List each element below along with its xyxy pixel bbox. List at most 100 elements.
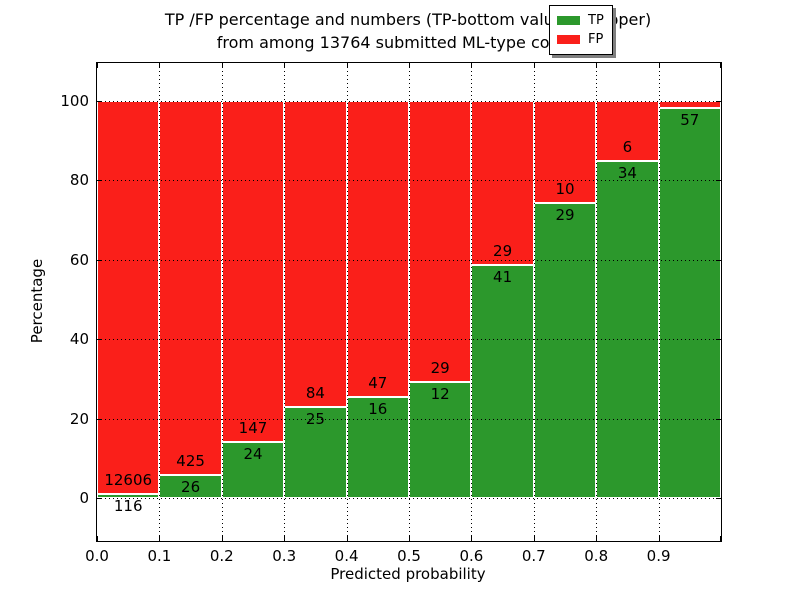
bar-segment-tp [97, 494, 160, 498]
y-tick-label: 0 [79, 489, 89, 507]
gridline-horizontal [97, 101, 721, 102]
x-tick-label: 0.8 [584, 547, 609, 565]
x-tick-mark [596, 536, 598, 541]
bar-segment-tp [221, 442, 285, 498]
bar-label-tp: 116 [113, 497, 143, 516]
x-tick-label: 0.9 [646, 547, 671, 565]
x-tick-mark [159, 63, 161, 68]
x-tick-mark [346, 63, 348, 68]
bar-label-fp: 6 [622, 137, 633, 156]
x-tick-mark [720, 536, 721, 541]
legend-swatch-tp [557, 16, 580, 25]
y-tick-label: 80 [69, 171, 89, 190]
bar-segment-fp [221, 101, 285, 443]
bar-segment-tp [596, 160, 659, 498]
bar-segment-fp [471, 101, 534, 266]
x-tick-mark [221, 536, 223, 541]
y-tick-mark [716, 498, 721, 499]
x-tick-label: 0.7 [521, 547, 546, 565]
x-tick-mark [346, 536, 348, 541]
gridline-horizontal [97, 418, 721, 420]
x-tick-mark [97, 63, 98, 68]
bar-label-tp: 26 [181, 478, 201, 497]
gridline-horizontal [97, 498, 721, 499]
legend: TP FP [549, 5, 613, 55]
x-tick-label: 0.5 [397, 547, 421, 565]
y-tick-mark [97, 498, 102, 499]
bar-segment-fp [346, 101, 409, 398]
legend-entry-fp: FP [557, 30, 604, 49]
bar-label-tp: 57 [680, 110, 700, 129]
y-axis-label: Percentage [28, 258, 46, 344]
x-tick-mark [159, 536, 161, 541]
gridline-vertical [284, 63, 286, 541]
bar-label-tp: 25 [305, 409, 325, 428]
legend-label-fp: FP [588, 32, 604, 47]
plot-area: 0.0 0.1 0.2 0.3 0.4 0.5 0.6 0.7 0.8 0.9 0 20 40 60 80 1… [60, 62, 722, 565]
bar-segment-tp [658, 107, 721, 498]
y-tick-label: 60 [69, 250, 89, 269]
bar-label-tp: 29 [555, 205, 575, 224]
bar-label-tp: 12 [430, 384, 450, 403]
gridline-vertical [471, 63, 473, 541]
gridline-horizontal [97, 259, 721, 261]
bar-label-fp: 47 [368, 374, 388, 393]
bar-label-fp: 12606 [104, 471, 153, 490]
bar-label-tp: 24 [243, 445, 263, 464]
x-tick-mark [658, 536, 660, 541]
y-tick-label: 20 [69, 409, 89, 428]
x-tick-label: 0.6 [459, 547, 484, 565]
bar-segment-tp [533, 202, 597, 498]
legend-label-tp: TP [588, 13, 604, 28]
gridline-horizontal [97, 180, 721, 182]
x-tick-mark [533, 536, 535, 541]
x-tick-mark [221, 63, 223, 68]
y-tick-mark [97, 180, 102, 182]
x-tick-label: 0.3 [272, 547, 297, 565]
x-tick-mark [533, 63, 535, 68]
y-tick-mark [716, 259, 721, 261]
y-tick-mark [97, 259, 102, 261]
x-tick-mark [284, 63, 286, 68]
gridline-vertical [346, 63, 348, 541]
y-tick-mark [97, 339, 102, 341]
bar-segment-fp [159, 101, 222, 476]
x-tick-mark [658, 63, 660, 68]
bar-label-fp: 29 [493, 242, 513, 261]
x-tick-mark [471, 63, 473, 68]
gridline-vertical [409, 63, 410, 541]
bar-segment-fp [284, 101, 347, 407]
bar-label-fp: 425 [176, 452, 205, 471]
y-tick-mark [716, 180, 721, 182]
chart-title: TP /FP percentage and numbers (TP-bottom… [96, 8, 720, 54]
x-tick-label: 0.4 [334, 547, 359, 565]
legend-swatch-fp [557, 35, 580, 44]
gridline-vertical [221, 63, 223, 541]
bar-label-tp: 34 [617, 163, 637, 182]
bar-label-fp: 147 [238, 419, 268, 438]
y-tick-mark [716, 101, 721, 102]
bar-label-fp: 84 [305, 383, 325, 402]
gridline-vertical [596, 63, 598, 541]
y-tick-mark [716, 339, 721, 341]
bar-label-fp: 29 [430, 358, 450, 377]
x-tick-label: 0.2 [209, 547, 234, 565]
y-tick-mark [97, 418, 102, 420]
x-tick-mark [720, 63, 721, 68]
bar-segment-fp [596, 101, 659, 161]
y-tick-label: 100 [60, 92, 89, 110]
gridline-vertical [159, 63, 161, 541]
bar-segment-fp [658, 101, 721, 108]
bar-label-tp: 41 [493, 268, 513, 287]
y-tick-mark [97, 101, 102, 102]
gridline-vertical [533, 63, 535, 541]
chart-title-line1: TP /FP percentage and numbers (TP-bottom… [164, 10, 652, 29]
x-tick-mark [409, 63, 410, 68]
bar-label-tp: 16 [368, 400, 388, 419]
x-axis-label: Predicted probability [330, 565, 486, 583]
legend-entry-tp: TP [557, 11, 604, 30]
x-tick-mark [596, 63, 598, 68]
y-tick-mark [716, 418, 721, 420]
chart-title-line2: from among 13764 submitted ML-type conta… [216, 33, 600, 53]
